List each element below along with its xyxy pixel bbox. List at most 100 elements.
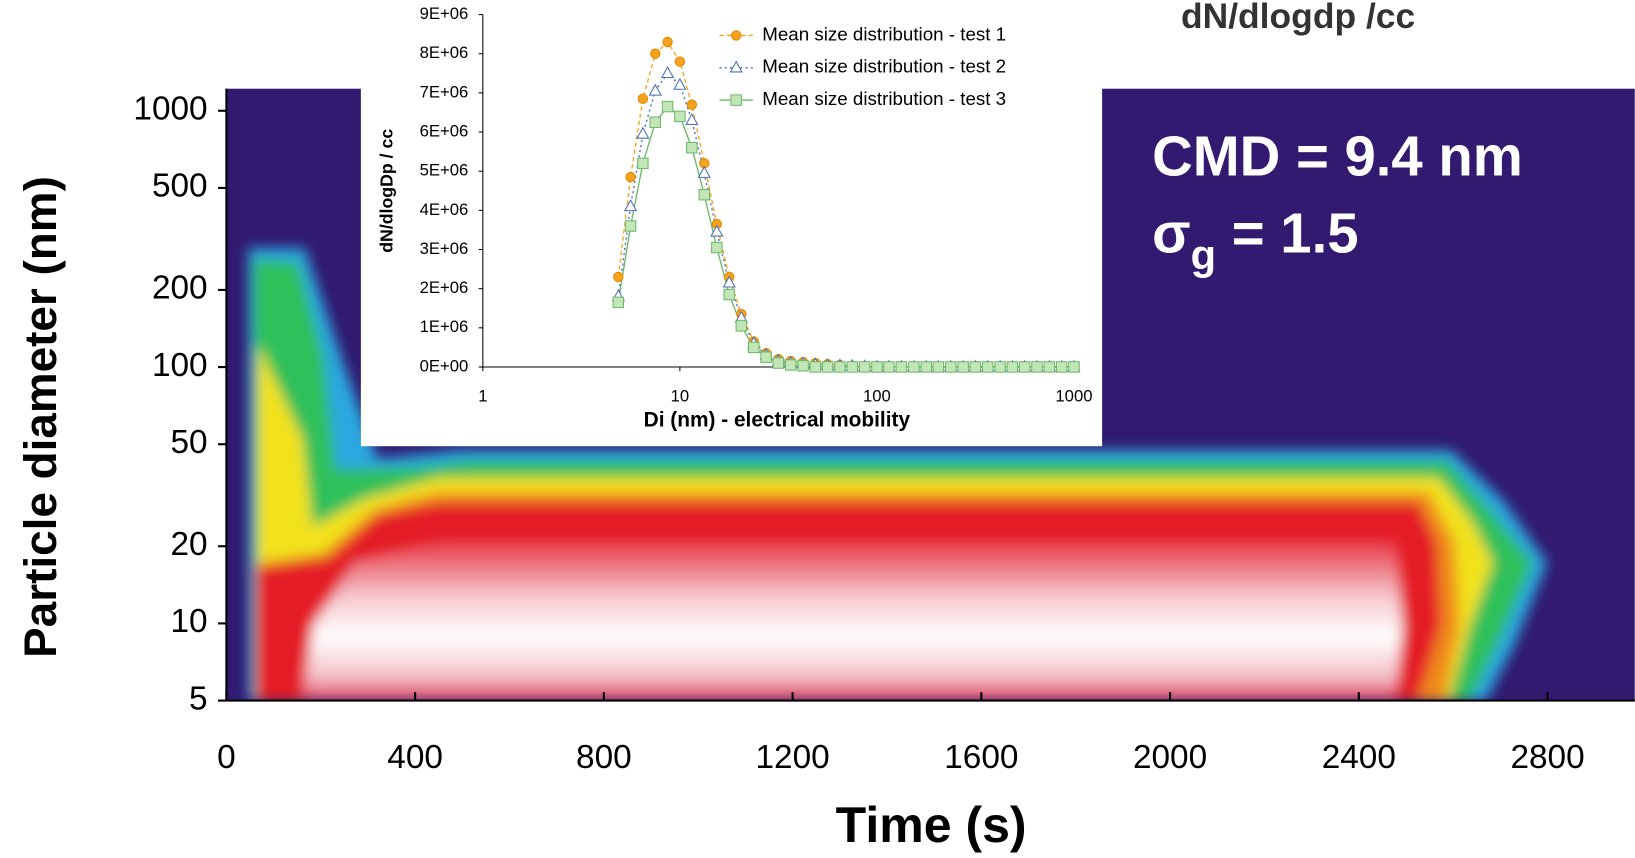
point [648, 83, 662, 96]
y-tick-label: 10 [171, 603, 208, 640]
point [1006, 361, 1019, 373]
y-tick-label: 5E+06 [420, 161, 469, 180]
point [624, 220, 637, 232]
x-tick-label: 1 [478, 387, 487, 406]
x-tick-label: 1600 [944, 739, 1018, 776]
point [673, 77, 687, 90]
legend-label: Mean size distribution - test 3 [762, 88, 1006, 109]
point [613, 271, 624, 283]
y-tick-label: 50 [171, 424, 208, 461]
x-tick-label: 2000 [1133, 739, 1207, 776]
x-tick-label: 400 [387, 739, 443, 776]
point [981, 361, 994, 373]
annotations: CMD = 9.4 nm σg = 1.5 [1152, 124, 1523, 278]
legend-marker [730, 30, 742, 41]
point [969, 361, 982, 373]
inset-chart: dN/dlogDp / cc Di (nm) - electrical mobi… [360, 0, 1103, 447]
point [625, 171, 636, 183]
point [697, 165, 711, 178]
x-tick-label: 800 [576, 739, 632, 776]
x-tick-label: 1000 [1055, 387, 1092, 406]
y-axis-title: Particle diameter (nm) [14, 176, 66, 658]
annotation: CMD = 9.4 nm [1152, 124, 1523, 187]
point [1031, 361, 1043, 373]
point [698, 188, 711, 201]
point [1018, 361, 1031, 373]
point [735, 320, 748, 332]
y-tick-label: 8E+06 [420, 43, 469, 62]
x-axis-title: Time (s) [836, 797, 1027, 853]
point [994, 361, 1006, 373]
point [662, 36, 673, 48]
point [623, 199, 638, 212]
y-tick-label: 100 [152, 347, 208, 384]
point [883, 361, 895, 373]
point [871, 361, 883, 373]
y-tick-label: 500 [152, 168, 208, 205]
point [908, 361, 920, 373]
x-tick-label: 100 [863, 387, 891, 406]
point [637, 93, 649, 104]
point [612, 296, 625, 309]
point [747, 341, 760, 354]
annotation: σg = 1.5 [1152, 202, 1358, 279]
point [846, 361, 859, 373]
point [636, 126, 650, 139]
point [674, 56, 686, 67]
annotation-text: = 1.5 [1216, 202, 1358, 265]
point [920, 361, 933, 373]
point [686, 141, 698, 154]
y-tick-label: 6E+06 [420, 121, 469, 140]
x-tick-label: 2800 [1510, 739, 1584, 776]
point [685, 112, 699, 125]
legend-marker [730, 94, 742, 106]
y-tick-label: 3E+06 [420, 239, 469, 258]
x-tick-label: 2400 [1322, 739, 1396, 776]
point [797, 360, 809, 372]
y-tick-label: 1000 [133, 91, 207, 128]
point [957, 361, 969, 373]
y-tick-label: 2E+06 [420, 278, 469, 297]
y-tick-label: 7E+06 [420, 82, 469, 101]
series-line [617, 40, 1074, 368]
y-tick-label: 9E+06 [420, 4, 469, 23]
point [1055, 361, 1068, 373]
x-tick-label: 0 [217, 739, 236, 776]
point [710, 224, 724, 237]
point [723, 288, 735, 301]
x-tick-label: 10 [671, 387, 690, 406]
contour-band [302, 542, 1403, 701]
point [722, 275, 736, 288]
point [809, 361, 822, 373]
point [932, 361, 945, 373]
point [637, 157, 649, 170]
point [895, 361, 908, 373]
y-axis-title: dN/dlogDp / cc [377, 129, 397, 253]
legend-marker [729, 60, 743, 73]
point [1068, 361, 1080, 373]
point [650, 48, 661, 59]
point [686, 99, 698, 110]
legend-label: Mean size distribution - test 2 [762, 56, 1006, 77]
point [821, 361, 834, 373]
main-axes: Particle diameter (nm) Time (s) dN/dlogd… [14, 0, 1635, 853]
legend-label: Mean size distribution - test 1 [762, 23, 1006, 44]
point [858, 361, 871, 373]
point [711, 241, 723, 254]
y-tick-label: 4E+06 [420, 200, 469, 219]
annotation-symbol: σ [1152, 202, 1191, 265]
y-tick-label: 20 [171, 526, 208, 563]
point [760, 351, 772, 363]
x-axis-title: Di (nm) - electrical mobility [644, 409, 911, 432]
point [660, 65, 675, 79]
y-tick-label: 0E+00 [420, 356, 469, 375]
x-tick-label: 1200 [755, 739, 829, 776]
point [784, 359, 797, 371]
annotation-subscript: g [1191, 232, 1216, 279]
point [649, 116, 662, 128]
colorbar-label: dN/dlogdp /cc [1181, 0, 1415, 36]
point [661, 100, 674, 113]
y-tick-label: 1E+06 [420, 317, 469, 336]
point [1043, 361, 1056, 373]
